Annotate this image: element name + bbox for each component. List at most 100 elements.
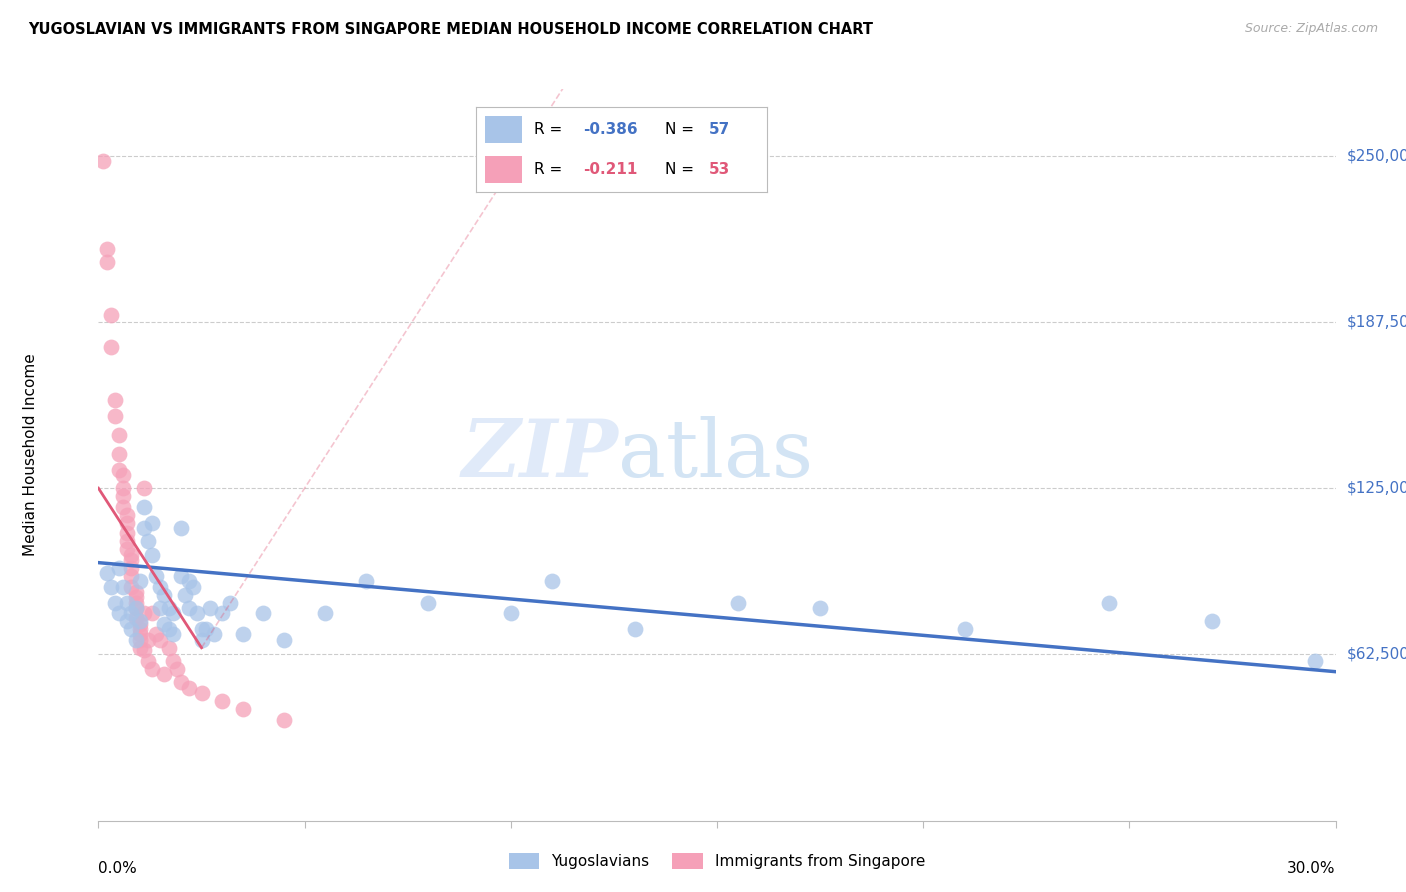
Point: [128, 632, 150, 647]
Point: [170, 675, 193, 690]
Point: [117, 508, 139, 522]
Point: [108, 606, 131, 620]
Point: [120, 561, 142, 575]
Point: [132, 521, 155, 535]
Point: [141, 662, 163, 676]
Point: [149, 600, 172, 615]
Point: [136, 534, 159, 549]
Text: $125,000: $125,000: [1347, 481, 1406, 496]
Text: ZIP: ZIP: [461, 417, 619, 493]
Point: [104, 595, 127, 609]
Point: [145, 627, 167, 641]
Point: [808, 600, 831, 615]
Point: [100, 308, 122, 322]
Point: [162, 606, 184, 620]
Point: [124, 611, 146, 625]
Point: [141, 516, 163, 530]
Point: [132, 500, 155, 514]
Point: [96, 566, 118, 581]
Point: [314, 606, 336, 620]
Point: [157, 600, 180, 615]
Point: [252, 606, 274, 620]
Point: [108, 561, 131, 575]
Point: [108, 428, 131, 442]
Point: [124, 632, 146, 647]
Point: [149, 580, 172, 594]
Point: [120, 580, 142, 594]
Text: atlas: atlas: [619, 416, 813, 494]
Point: [190, 686, 212, 700]
Point: [100, 340, 122, 354]
Point: [104, 409, 127, 424]
Point: [120, 606, 142, 620]
Legend: Yugoslavians, Immigrants from Singapore: Yugoslavians, Immigrants from Singapore: [502, 847, 932, 875]
Point: [96, 255, 118, 269]
Point: [162, 627, 184, 641]
Point: [117, 595, 139, 609]
Point: [117, 526, 139, 541]
Point: [273, 632, 295, 647]
Text: 30.0%: 30.0%: [1288, 861, 1336, 876]
Point: [128, 622, 150, 636]
Point: [120, 553, 142, 567]
Point: [190, 622, 212, 636]
Point: [132, 643, 155, 657]
Point: [120, 569, 142, 583]
Point: [117, 534, 139, 549]
Point: [181, 580, 204, 594]
Point: [727, 595, 749, 609]
Text: 0.0%: 0.0%: [98, 861, 138, 876]
Point: [232, 702, 254, 716]
Point: [112, 481, 135, 495]
Point: [157, 622, 180, 636]
Point: [117, 542, 139, 557]
Point: [166, 662, 188, 676]
Point: [112, 500, 135, 514]
Point: [541, 574, 564, 589]
Point: [145, 569, 167, 583]
Point: [219, 595, 242, 609]
Point: [170, 521, 193, 535]
Text: Source: ZipAtlas.com: Source: ZipAtlas.com: [1244, 22, 1378, 36]
Text: YUGOSLAVIAN VS IMMIGRANTS FROM SINGAPORE MEDIAN HOUSEHOLD INCOME CORRELATION CHA: YUGOSLAVIAN VS IMMIGRANTS FROM SINGAPORE…: [28, 22, 873, 37]
Point: [499, 606, 522, 620]
Point: [128, 627, 150, 641]
Point: [153, 667, 176, 681]
Point: [141, 548, 163, 562]
Point: [1098, 595, 1121, 609]
Point: [112, 489, 135, 503]
Point: [174, 588, 197, 602]
Point: [1303, 654, 1326, 668]
Point: [104, 393, 127, 408]
Point: [273, 713, 295, 727]
Text: $250,000: $250,000: [1347, 148, 1406, 163]
Point: [132, 606, 155, 620]
Point: [117, 516, 139, 530]
Point: [162, 654, 184, 668]
Point: [356, 574, 378, 589]
Point: [1201, 614, 1223, 628]
Point: [128, 614, 150, 628]
Point: [198, 600, 221, 615]
Point: [623, 622, 645, 636]
Point: [141, 606, 163, 620]
Point: [232, 627, 254, 641]
Point: [108, 462, 131, 476]
Point: [179, 681, 201, 695]
Point: [149, 632, 172, 647]
Point: [124, 585, 146, 599]
Point: [211, 606, 233, 620]
Point: [124, 591, 146, 605]
Point: [120, 548, 142, 562]
Point: [108, 447, 131, 461]
Point: [186, 606, 208, 620]
Point: [179, 600, 201, 615]
Point: [179, 574, 201, 589]
Point: [132, 481, 155, 495]
Point: [112, 580, 135, 594]
Point: [170, 569, 193, 583]
Point: [91, 154, 114, 169]
Point: [117, 614, 139, 628]
Point: [112, 467, 135, 482]
Point: [136, 654, 159, 668]
